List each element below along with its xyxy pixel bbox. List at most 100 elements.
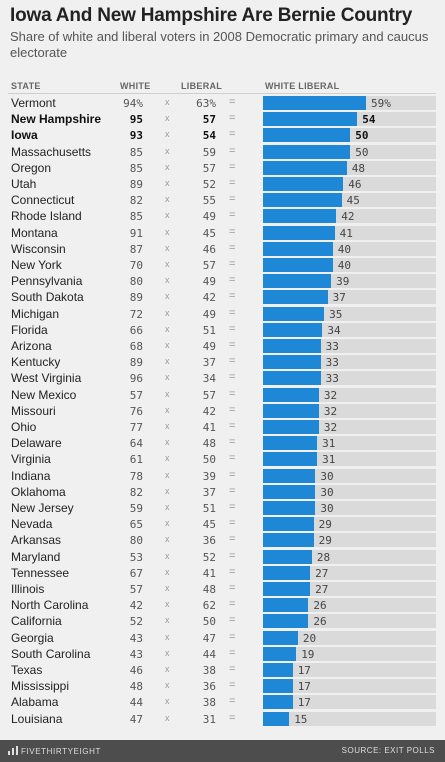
white-value: 65 <box>129 518 143 532</box>
white-liberal-bar <box>263 274 332 289</box>
liberal-value: 36 <box>202 680 216 694</box>
white-liberal-bar <box>263 484 316 499</box>
liberal-value: 39 <box>202 469 216 483</box>
white-liberal-value: 28 <box>316 550 331 564</box>
white-liberal-value: 50 <box>355 145 369 159</box>
equals-symbol: = <box>229 339 236 351</box>
white-value: 52 <box>129 615 143 629</box>
times-symbol: x <box>165 518 170 529</box>
white-liberal-value: 30 <box>320 485 334 499</box>
white-liberal-bar <box>263 160 347 175</box>
white-liberal-value: 32 <box>323 388 338 402</box>
liberal-value: 51 <box>202 323 216 337</box>
white-liberal-bar <box>263 679 293 694</box>
times-symbol: x <box>165 485 170 496</box>
equals-symbol: = <box>229 711 236 724</box>
state-label: Utah <box>11 177 37 191</box>
liberal-value: 37 <box>202 356 216 370</box>
state-label: Pennsylvania <box>11 274 83 289</box>
times-symbol: x <box>165 566 170 577</box>
white-liberal-bar <box>263 96 366 110</box>
white-value: 72 <box>129 307 143 321</box>
table-row: Florida 66 x 51 = 34 <box>0 322 445 338</box>
white-value: 43 <box>129 631 143 645</box>
white-liberal-value: 19 <box>301 647 315 661</box>
liberal-value: 31 <box>202 712 216 726</box>
state-label: Arkansas <box>11 533 62 548</box>
table-row: California 52 x 50 = 26 <box>0 613 445 629</box>
liberal-value: 52 <box>202 550 216 564</box>
times-symbol: x <box>165 97 170 107</box>
white-liberal-bar <box>263 128 351 143</box>
white-liberal-value: 54 <box>362 113 376 127</box>
white-liberal-bar <box>263 549 312 564</box>
times-symbol: x <box>165 615 170 626</box>
white-value: 91 <box>129 226 143 240</box>
bar-track <box>263 663 436 677</box>
liberal-value: 48 <box>202 583 216 596</box>
times-symbol: x <box>165 145 170 156</box>
table-row: Wisconsin 87 x 46 = 40 <box>0 241 445 257</box>
equals-symbol: = <box>229 160 236 173</box>
white-value: 85 <box>129 210 143 224</box>
equals-symbol: = <box>229 371 236 384</box>
liberal-value: 38 <box>202 696 216 710</box>
times-symbol: x <box>165 680 170 691</box>
white-liberal-value: 35 <box>329 307 343 321</box>
state-label: Tennessee <box>11 565 70 580</box>
table-row: Missouri 76 x 42 = 32 <box>0 403 445 419</box>
liberal-value: 45 <box>202 518 216 532</box>
white-value: 46 <box>129 664 143 677</box>
table-row: Montana 91 x 45 = 41 <box>0 225 445 241</box>
times-symbol: x <box>165 161 170 172</box>
state-label: Virginia <box>11 452 51 467</box>
times-symbol: x <box>165 210 170 221</box>
white-liberal-bar <box>263 517 314 532</box>
brand-icon <box>8 746 18 755</box>
table-row: New Mexico 57 x 57 = 32 <box>0 387 445 403</box>
source-note: SOURCE: EXIT POLLS <box>341 746 435 755</box>
liberal-value: 57 <box>202 259 216 272</box>
state-label: Arizona <box>11 339 52 353</box>
equals-symbol: = <box>229 614 236 627</box>
white-liberal-bar <box>263 193 342 208</box>
white-value: 94% <box>123 97 143 110</box>
white-liberal-value: 15 <box>294 712 308 726</box>
white-liberal-bar <box>263 290 328 305</box>
white-liberal-value: 26 <box>313 615 327 629</box>
white-liberal-bar <box>263 403 319 418</box>
white-liberal-value: 30 <box>320 502 334 515</box>
equals-symbol: = <box>229 274 236 287</box>
table-row: Louisiana 47 x 31 = 15 <box>0 711 445 727</box>
white-liberal-value: 37 <box>332 291 346 305</box>
white-liberal-bar <box>263 306 325 321</box>
chart-subtitle: Share of white and liberal voters in 200… <box>10 29 429 60</box>
table-row: New Jersey 59 x 51 = 30 <box>0 500 445 516</box>
times-symbol: x <box>165 340 170 350</box>
liberal-value: 54 <box>202 129 216 143</box>
equals-symbol: = <box>229 306 236 319</box>
white-liberal-bar <box>263 355 321 370</box>
state-label: Vermont <box>11 96 56 110</box>
equals-symbol: = <box>229 112 236 125</box>
white-liberal-value: 27 <box>315 583 329 596</box>
times-symbol: x <box>165 388 170 399</box>
white-value: 76 <box>129 404 143 418</box>
white-value: 57 <box>129 583 143 596</box>
liberal-value: 59 <box>202 145 216 159</box>
bar-track <box>263 630 436 645</box>
equals-symbol: = <box>229 420 236 432</box>
state-label: Rhode Island <box>11 209 82 224</box>
liberal-value: 47 <box>202 631 216 645</box>
white-value: 93 <box>129 129 143 143</box>
white-liberal-bar <box>263 582 311 596</box>
white-liberal-bar <box>263 711 290 726</box>
white-value: 68 <box>129 340 143 353</box>
column-header-liberal: LIBERAL <box>181 81 223 91</box>
white-liberal-value: 32 <box>323 404 338 418</box>
equals-symbol: = <box>229 96 236 108</box>
state-label: Texas <box>11 663 43 677</box>
white-liberal-bar <box>263 565 311 580</box>
equals-symbol: = <box>229 663 236 675</box>
liberal-value: 41 <box>202 566 216 580</box>
